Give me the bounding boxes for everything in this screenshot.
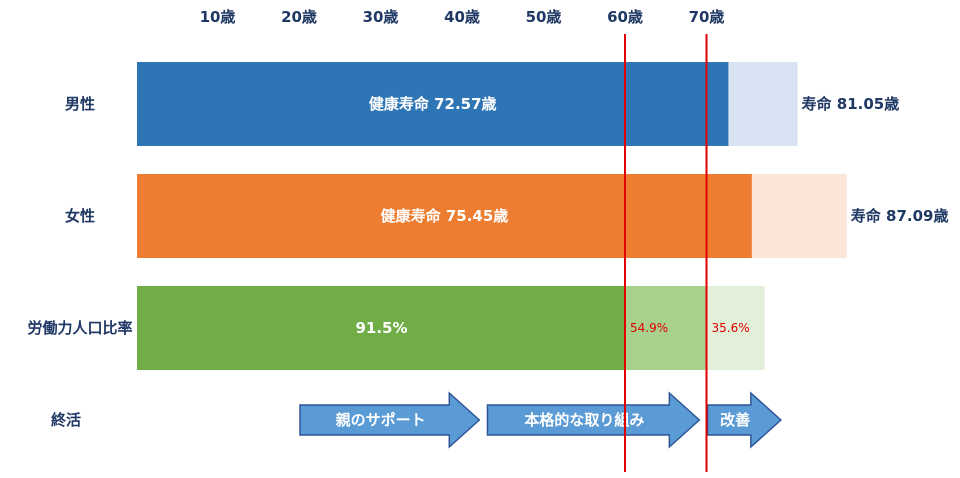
x-tick-label: 70歳 — [689, 8, 725, 26]
bar-data-label: 54.9% — [630, 321, 668, 335]
x-tick-label: 40歳 — [444, 8, 480, 26]
stage-arrow — [486, 391, 701, 449]
row-label: 労働力人口比率 — [27, 319, 132, 337]
bar-segment — [728, 62, 798, 146]
x-tick-label: 20歳 — [281, 8, 317, 26]
row-label: 男性 — [65, 95, 95, 113]
lifespan-label: 寿命 81.05歳 — [802, 95, 900, 113]
bar-segment — [137, 286, 626, 370]
arrows-row: 親のサポート 本格的な取り組み 改善 — [299, 391, 782, 449]
bar-segment — [137, 62, 729, 146]
stage-arrow — [299, 391, 481, 449]
bar-data-label: 健康寿命 75.45歳 — [381, 207, 509, 225]
reference-lines — [624, 34, 708, 472]
x-tick-label: 60歳 — [607, 8, 643, 26]
bar-data-label: 健康寿命 72.57歳 — [369, 95, 497, 113]
x-tick-label: 50歳 — [526, 8, 562, 26]
bar-segment — [707, 286, 765, 370]
bar-data-label: 91.5% — [355, 319, 407, 337]
row-label: 終活 — [51, 411, 81, 429]
bar-segment — [137, 174, 752, 258]
bar-segment — [751, 174, 847, 258]
lifespan-label: 寿命 87.09歳 — [851, 207, 949, 225]
bar-data-label: 35.6% — [712, 321, 750, 335]
bar-segment — [626, 286, 708, 370]
row-label: 女性 — [65, 207, 95, 225]
x-tick-label: 30歳 — [363, 8, 399, 26]
stage-arrow — [706, 391, 782, 449]
x-tick-label: 10歳 — [200, 8, 236, 26]
x-axis-ticks: 10歳 20歳 30歳 40歳 50歳 60歳 70歳 — [200, 8, 725, 26]
stage-arrow-label: 親のサポート — [336, 411, 426, 429]
stage-arrow-label: 改善 — [720, 411, 750, 429]
stage-arrow-label: 本格的な取り組み — [524, 411, 644, 429]
